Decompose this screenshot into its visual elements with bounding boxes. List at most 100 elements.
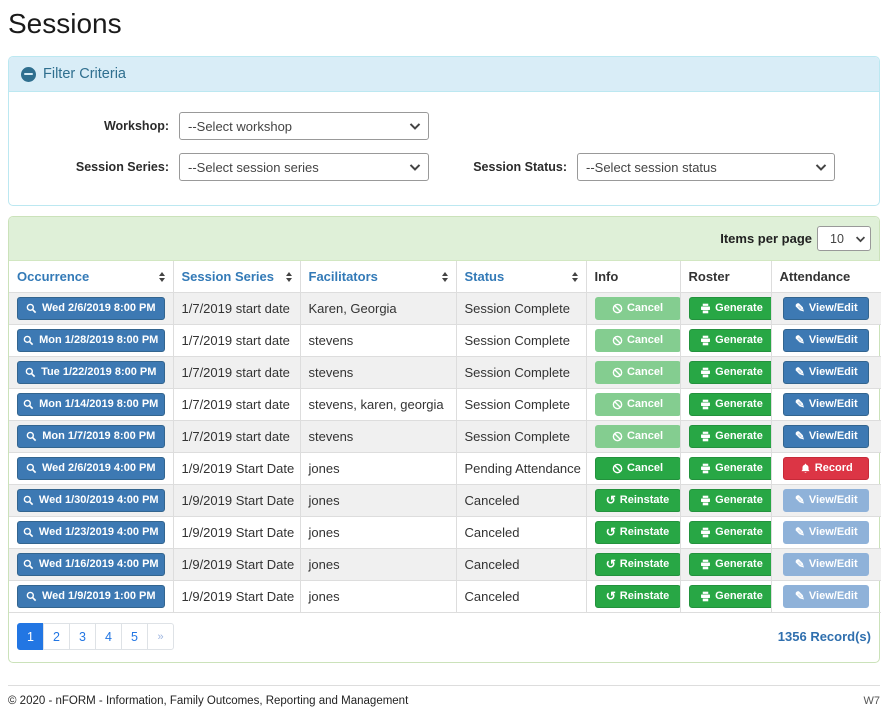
workshop-select[interactable]: --Select workshop (179, 112, 429, 140)
pencil-icon: ✎ (794, 557, 805, 571)
session-series-select[interactable]: --Select session series (179, 153, 429, 181)
occurrence-label: Wed 1/30/2019 4:00 PM (38, 493, 159, 506)
occurrence-cell: Wed 2/6/2019 8:00 PM (9, 292, 174, 325)
button-label: Generate (715, 525, 763, 538)
generate-button[interactable]: Generate (688, 297, 770, 320)
occurrence-label: Wed 1/23/2019 4:00 PM (38, 525, 159, 538)
attendance-cell: ✎ View/Edit (771, 484, 881, 517)
view-edit-button: ✎ View/Edit (783, 553, 870, 576)
collapse-icon[interactable] (21, 66, 36, 82)
occurrence-button[interactable]: Mon 1/28/2019 8:00 PM (17, 329, 165, 352)
session-series-select-wrap: --Select session series (179, 153, 429, 181)
reinstate-button[interactable]: ↺ Reinstate (594, 585, 679, 608)
filter-panel: Filter Criteria Workshop: --Select works… (8, 56, 880, 206)
session-series-cell: 1/9/2019 Start Date (173, 516, 301, 549)
sort-icon[interactable] (441, 272, 448, 282)
button-label: Cancel (626, 461, 664, 474)
reinstate-button[interactable]: ↺ Reinstate (594, 521, 679, 544)
pagination-next-button[interactable]: » (147, 623, 174, 650)
session-row: Tue 1/22/2019 8:00 PM 1/7/2019 start date… (9, 356, 881, 389)
sort-icon[interactable] (571, 272, 578, 282)
button-label: Generate (715, 493, 763, 506)
occurrence-button[interactable]: Wed 1/9/2019 1:00 PM (17, 585, 165, 608)
info-cell: ↺ Reinstate (586, 548, 681, 581)
generate-button[interactable]: Generate (688, 457, 770, 480)
occurrence-cell: Wed 1/23/2019 4:00 PM (9, 516, 174, 549)
session-status-select[interactable]: --Select session status (577, 153, 835, 181)
pencil-icon: ✎ (794, 493, 805, 507)
roster-cell: Generate (680, 548, 772, 581)
reinstate-icon: ↺ (605, 493, 616, 507)
session-status-select-wrap: --Select session status (577, 153, 835, 181)
printer-icon (700, 527, 711, 538)
attendance-cell: ✎ View/Edit (771, 356, 881, 389)
printer-icon (700, 367, 711, 378)
occurrence-button[interactable]: Wed 2/6/2019 4:00 PM (17, 457, 165, 480)
status-cell: Session Complete (456, 388, 587, 421)
occurrence-button[interactable]: Mon 1/14/2019 8:00 PM (17, 393, 165, 416)
generate-button[interactable]: Generate (688, 585, 770, 608)
cancel-icon (612, 303, 623, 314)
status-cell: Session Complete (456, 324, 587, 357)
session-series-cell: 1/7/2019 start date (173, 420, 301, 453)
status-cell: Session Complete (456, 292, 587, 325)
printer-icon (700, 591, 711, 602)
generate-button[interactable]: Generate (688, 425, 770, 448)
column-header-session-series[interactable]: Session Series (173, 261, 301, 293)
pagination-page-2[interactable]: 2 (43, 623, 70, 650)
cancel-button[interactable]: Cancel (594, 457, 679, 480)
cancel-icon (612, 431, 623, 442)
pagination-page-1[interactable]: 1 (17, 623, 44, 650)
attendance-cell: ✎ View/Edit (771, 580, 881, 613)
sessions-table-panel: Items per page 10 Occurrence Session Seri… (8, 216, 881, 663)
view-edit-button[interactable]: ✎ View/Edit (783, 297, 870, 320)
session-row: Wed 2/6/2019 4:00 PM 1/9/2019 Start Date j… (9, 452, 881, 485)
generate-button[interactable]: Generate (688, 553, 770, 576)
reinstate-icon: ↺ (605, 589, 616, 603)
info-cell: Cancel (586, 292, 681, 325)
roster-cell: Generate (680, 324, 772, 357)
items-per-page-select[interactable]: 10 (817, 226, 871, 251)
generate-button[interactable]: Generate (688, 489, 770, 512)
column-header-facilitators[interactable]: Facilitators (300, 261, 457, 293)
button-label: View/Edit (808, 557, 858, 570)
occurrence-button[interactable]: Mon 1/7/2019 8:00 PM (17, 425, 165, 448)
occurrence-button[interactable]: Wed 1/16/2019 4:00 PM (17, 553, 165, 576)
generate-button[interactable]: Generate (688, 393, 770, 416)
sort-icon[interactable] (158, 272, 165, 282)
column-header-occurrence[interactable]: Occurrence (9, 261, 174, 293)
sort-icon[interactable] (285, 272, 292, 282)
occurrence-button[interactable]: Wed 1/23/2019 4:00 PM (17, 521, 165, 544)
workshop-label: Workshop: (103, 119, 169, 133)
record-button[interactable]: Record (783, 457, 870, 480)
button-label: View/Edit (808, 493, 858, 506)
filter-criteria-header[interactable]: Filter Criteria (9, 57, 879, 92)
view-edit-button[interactable]: ✎ View/Edit (783, 425, 870, 448)
reinstate-button[interactable]: ↺ Reinstate (594, 489, 679, 512)
button-label: View/Edit (808, 589, 858, 602)
pagination-page-5[interactable]: 5 (121, 623, 148, 650)
occurrence-label: Mon 1/7/2019 8:00 PM (42, 429, 156, 442)
pagination-page-4[interactable]: 4 (95, 623, 122, 650)
status-cell: Canceled (456, 484, 587, 517)
view-edit-button[interactable]: ✎ View/Edit (783, 361, 870, 384)
session-row: Mon 1/7/2019 8:00 PM 1/7/2019 start date s… (9, 420, 881, 453)
view-edit-button[interactable]: ✎ View/Edit (783, 329, 870, 352)
view-edit-button[interactable]: ✎ View/Edit (783, 393, 870, 416)
search-icon (25, 367, 36, 378)
reinstate-button[interactable]: ↺ Reinstate (594, 553, 679, 576)
generate-button[interactable]: Generate (688, 521, 770, 544)
generate-button[interactable]: Generate (688, 329, 770, 352)
info-cell: Cancel (586, 324, 681, 357)
pencil-icon: ✎ (794, 397, 805, 411)
search-icon (26, 591, 37, 602)
column-header-status[interactable]: Status (456, 261, 587, 293)
occurrence-label: Mon 1/14/2019 8:00 PM (39, 397, 159, 410)
pagination-page-3[interactable]: 3 (69, 623, 96, 650)
occurrence-button[interactable]: Wed 2/6/2019 8:00 PM (17, 297, 165, 320)
cancel-icon (612, 335, 623, 346)
generate-button[interactable]: Generate (688, 361, 770, 384)
occurrence-button[interactable]: Tue 1/22/2019 8:00 PM (17, 361, 165, 384)
info-cell: ↺ Reinstate (586, 484, 681, 517)
occurrence-button[interactable]: Wed 1/30/2019 4:00 PM (17, 489, 165, 512)
